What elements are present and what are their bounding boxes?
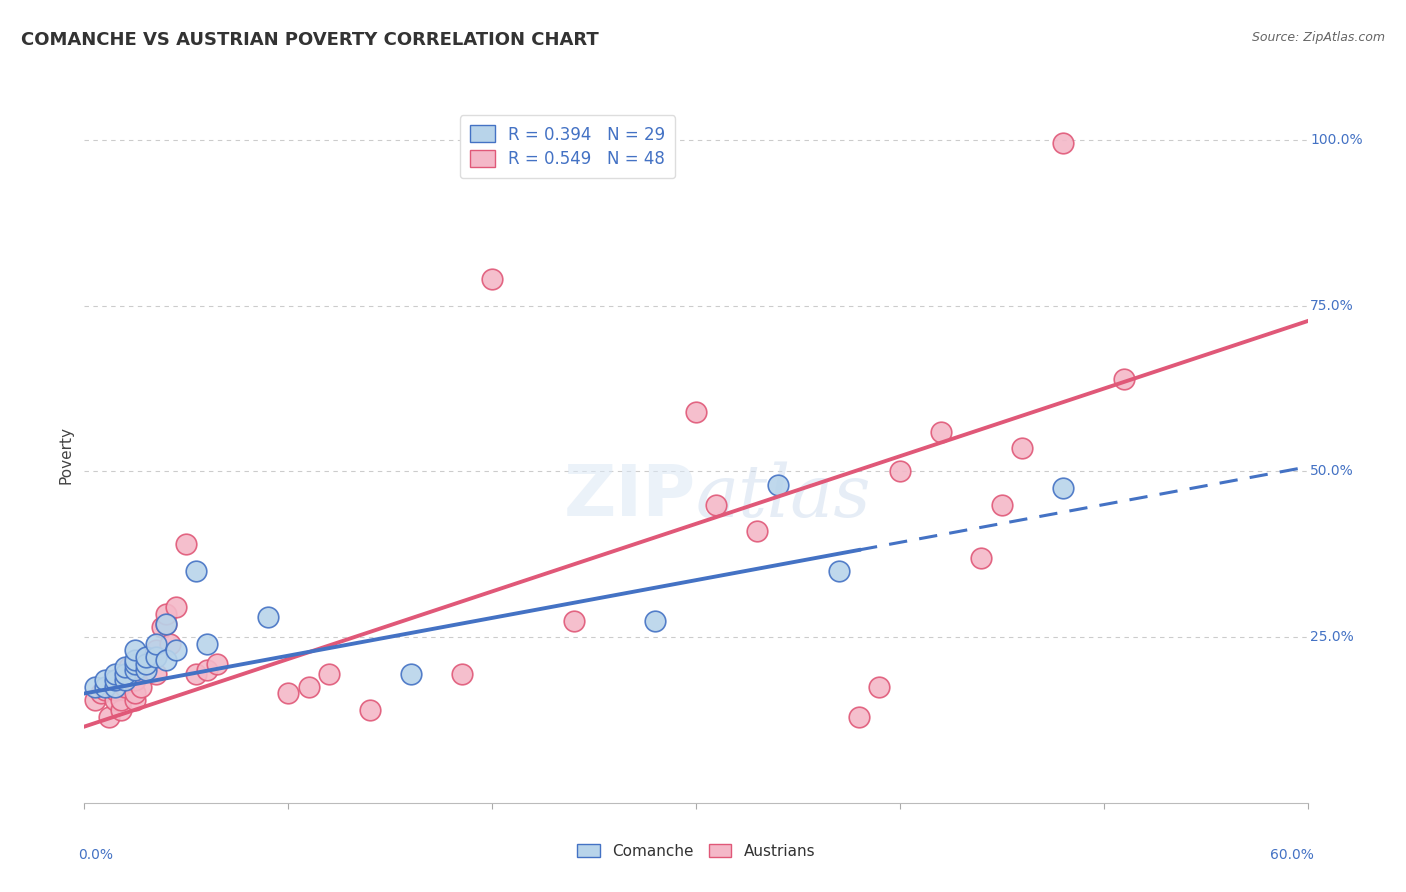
Point [929, 425, 952, 439]
Text: 75.0%: 75.0% [1310, 299, 1354, 313]
Point [155, 607, 177, 621]
Point [257, 610, 280, 624]
Point [562, 614, 585, 628]
Point [114, 660, 136, 674]
Point [145, 650, 167, 665]
Point [104, 673, 127, 688]
Point [991, 498, 1014, 512]
Point [277, 686, 299, 700]
Text: 50.0%: 50.0% [1310, 465, 1354, 478]
Point [110, 693, 132, 707]
Point [186, 564, 208, 578]
Point [93, 680, 115, 694]
Point [124, 657, 146, 671]
Point [1114, 372, 1136, 386]
Point [562, 146, 585, 161]
Point [165, 643, 187, 657]
Point [155, 616, 177, 631]
Point [889, 465, 911, 479]
Point [124, 693, 146, 707]
Point [135, 650, 157, 665]
Point [83, 680, 105, 694]
Text: 25.0%: 25.0% [1310, 630, 1354, 644]
Point [110, 703, 132, 717]
Point [704, 498, 728, 512]
Point [135, 663, 157, 677]
Point [145, 666, 167, 681]
Text: 0.0%: 0.0% [79, 848, 114, 862]
Point [195, 637, 218, 651]
Legend: Comanche, Austrians: Comanche, Austrians [571, 838, 821, 864]
Point [174, 537, 197, 551]
Text: 100.0%: 100.0% [1310, 133, 1362, 147]
Point [318, 666, 340, 681]
Point [114, 666, 136, 681]
Point [104, 680, 127, 694]
Point [1052, 481, 1074, 495]
Point [1011, 442, 1033, 456]
Point [970, 550, 993, 565]
Point [155, 616, 177, 631]
Point [104, 666, 127, 681]
Point [97, 709, 120, 723]
Point [685, 405, 707, 419]
Y-axis label: Poverty: Poverty [58, 425, 73, 484]
Point [298, 680, 321, 694]
Point [848, 709, 870, 723]
Point [118, 660, 141, 674]
Point [766, 477, 789, 491]
Point [90, 686, 112, 700]
Point [93, 683, 115, 698]
Point [155, 653, 177, 667]
Point [159, 637, 181, 651]
Text: Source: ZipAtlas.com: Source: ZipAtlas.com [1251, 31, 1385, 45]
Point [450, 666, 472, 681]
Point [827, 564, 849, 578]
Point [135, 650, 157, 665]
Point [124, 686, 146, 700]
Point [114, 673, 136, 688]
Point [481, 272, 503, 286]
Point [124, 663, 146, 677]
Point [359, 703, 381, 717]
Point [83, 693, 105, 707]
Text: ZIP: ZIP [564, 462, 696, 531]
Point [195, 663, 218, 677]
Text: COMANCHE VS AUSTRIAN POVERTY CORRELATION CHART: COMANCHE VS AUSTRIAN POVERTY CORRELATION… [21, 31, 599, 49]
Point [644, 614, 666, 628]
Point [145, 637, 167, 651]
Point [104, 693, 127, 707]
Point [124, 673, 146, 688]
Point [869, 680, 891, 694]
Point [165, 600, 187, 615]
Point [145, 643, 167, 657]
Point [114, 670, 136, 684]
Point [1052, 136, 1074, 151]
Text: atlas: atlas [696, 461, 872, 532]
Point [186, 666, 208, 681]
Point [104, 673, 127, 688]
Point [399, 666, 422, 681]
Point [135, 657, 157, 671]
Point [131, 680, 153, 694]
Point [104, 683, 127, 698]
Point [93, 673, 115, 688]
Point [747, 524, 769, 538]
Point [124, 653, 146, 667]
Point [205, 657, 228, 671]
Point [150, 620, 173, 634]
Point [124, 643, 146, 657]
Point [114, 680, 136, 694]
Text: 60.0%: 60.0% [1270, 848, 1313, 862]
